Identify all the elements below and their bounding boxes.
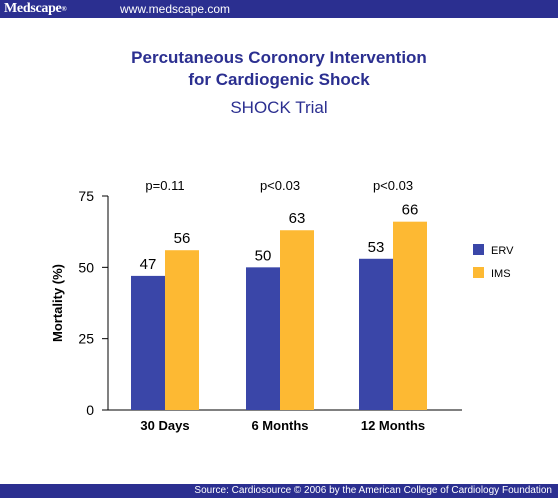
source-credit: Source: Cardiosource © 2006 by the Ameri… [194,485,552,496]
x-tick-label: 6 Months [251,418,308,433]
legend-swatch-erv [473,244,484,255]
legend-label-erv: ERV [491,245,514,257]
site-url-link[interactable]: www.medscape.com [120,2,231,16]
p-value-annotation: p<0.03 [373,178,413,193]
data-label: 56 [174,230,191,247]
chart-subtitle: SHOCK Trial [230,98,328,117]
data-label: 50 [255,247,272,264]
bar-erv [246,267,280,410]
data-label: 66 [402,202,419,219]
y-tick-label: 75 [78,188,94,204]
legend-swatch-ims [473,267,484,278]
bar-ims [280,230,314,410]
bar-chart: 0 25 50 75 Mortality (%) 47 56 30 Days p=0.11 50 6… [50,178,514,433]
legend-label-ims: IMS [491,268,511,280]
y-tick-label: 0 [86,402,94,418]
data-label: 53 [368,239,385,256]
y-tick-label: 25 [78,331,94,347]
chart-title-line1: Percutaneous Coronory Intervention [131,48,427,67]
p-value-annotation: p=0.11 [145,178,184,193]
medscape-logo[interactable]: Medscape® [4,1,67,16]
top-banner: Medscape® www.medscape.com [0,0,558,18]
chart-title-line2: for Cardiogenic Shock [188,70,370,89]
bar-erv [359,258,393,410]
bar-ims [165,250,199,410]
data-label: 63 [289,210,306,227]
bottom-banner: Source: Cardiosource © 2006 by the Ameri… [0,484,558,498]
y-tick-label: 50 [78,259,94,275]
data-label: 47 [140,256,157,273]
y-axis-label: Mortality (%) [50,264,65,342]
bar-erv [131,275,165,410]
x-tick-label: 12 Months [361,418,425,433]
p-value-annotation: p<0.03 [260,178,300,193]
bar-ims [393,221,427,410]
x-tick-label: 30 Days [140,418,189,433]
